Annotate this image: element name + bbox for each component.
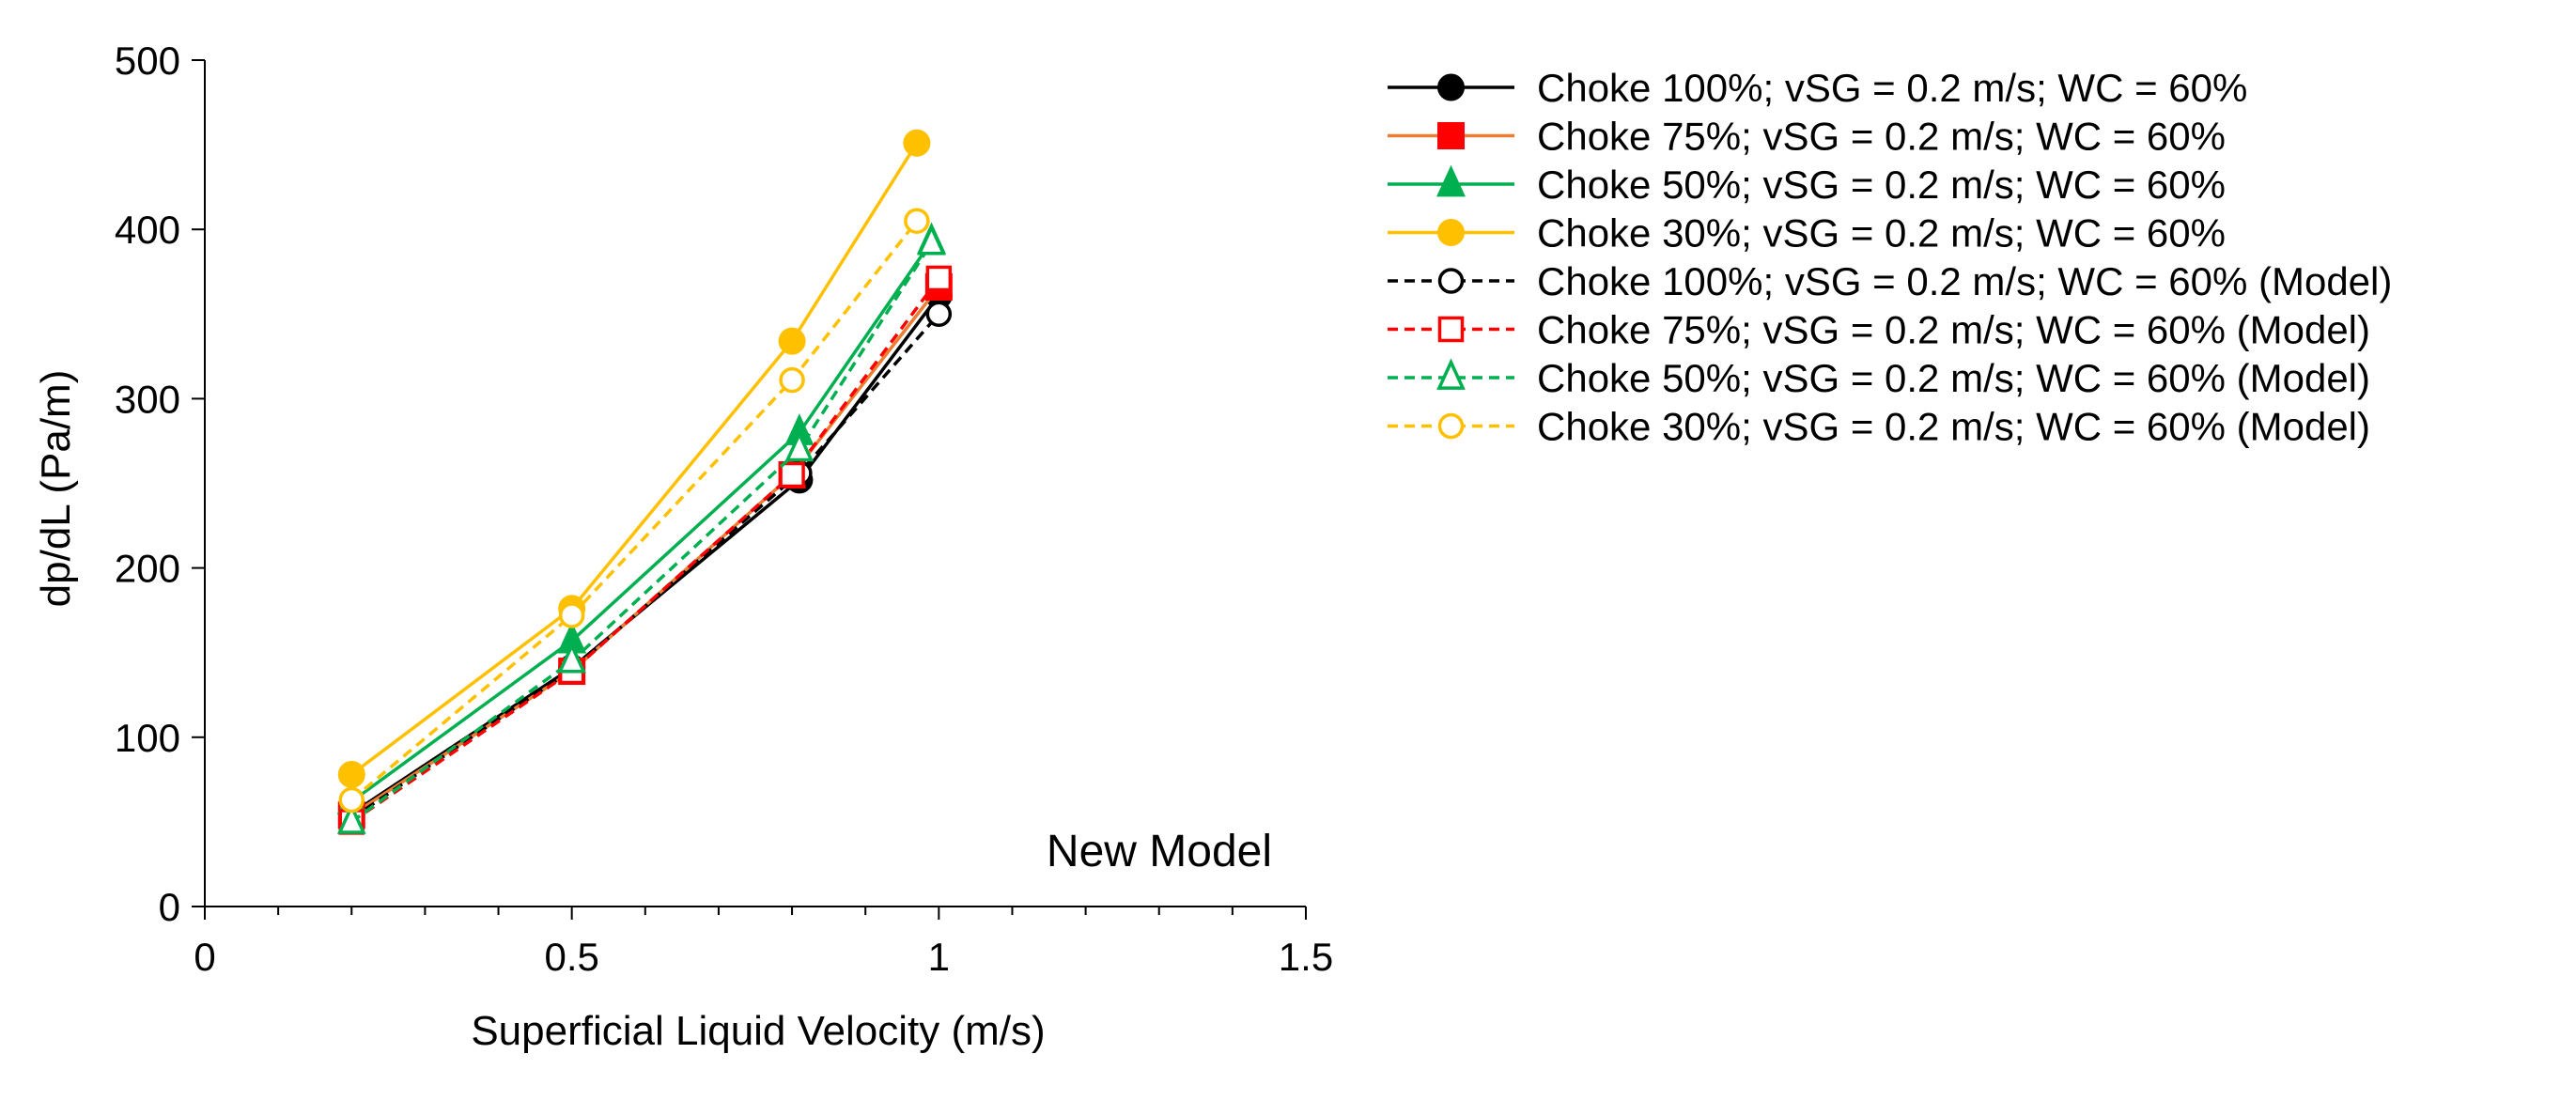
data-point (1436, 164, 1466, 197)
series-line (350, 277, 940, 824)
legend-label: Choke 50%; vSG = 0.2 m/s; WC = 60% (Mode… (1537, 356, 2370, 400)
y-axis-label: dp/dL (Pa/m) (33, 370, 79, 608)
y-tick-label: 0 (159, 885, 180, 929)
data-point (1437, 412, 1465, 440)
legend-item: Choke 30%; vSG = 0.2 m/s; WC = 60% (1388, 211, 2226, 256)
legend: Choke 100%; vSG = 0.2 m/s; WC = 60% Choke… (1388, 66, 2392, 449)
data-point (336, 802, 366, 834)
y-tick-label: 500 (115, 39, 180, 83)
x-axis-label: Superficial Liquid Velocity (m/s) (471, 1008, 1045, 1054)
legend-item: Choke 75%; vSG = 0.2 m/s; WC = 60% (Mode… (1388, 308, 2370, 352)
data-point (1437, 316, 1465, 343)
axes: 0 100 200 300 400 500 0 0.5 1 1.5 (115, 39, 1333, 979)
legend-item: Choke 50%; vSG = 0.2 m/s; WC = 60% (Mode… (1388, 356, 2370, 400)
x-tick-label: 0.5 (544, 935, 598, 979)
series-line (350, 220, 919, 801)
series-line (350, 313, 940, 820)
data-point (778, 327, 806, 355)
x-tick-label: 1.5 (1279, 935, 1333, 979)
series-4 (337, 129, 931, 788)
y-tick-label: 300 (115, 377, 180, 421)
data-point (784, 429, 815, 462)
legend-label: Choke 30%; vSG = 0.2 m/s; WC = 60% (Mode… (1537, 405, 2370, 449)
data-point (903, 129, 931, 157)
data-point (337, 760, 365, 788)
legend-item: Choke 50%; vSG = 0.2 m/s; WC = 60% (1388, 163, 2226, 207)
legend-label: Choke 30%; vSG = 0.2 m/s; WC = 60% (1537, 211, 2226, 256)
x-tick-label: 0 (194, 935, 215, 979)
data-point (1436, 358, 1466, 390)
data-point (925, 265, 953, 292)
data-point (1437, 268, 1465, 294)
legend-item: Choke 100%; vSG = 0.2 m/s; WC = 60% (1388, 66, 2247, 110)
data-point (917, 224, 946, 256)
data-point (338, 786, 365, 814)
data-point (557, 642, 586, 674)
series-line (350, 240, 933, 803)
legend-label: Choke 100%; vSG = 0.2 m/s; WC = 60% (1537, 66, 2247, 110)
legend-item: Choke 30%; vSG = 0.2 m/s; WC = 60% (Mode… (1388, 405, 2370, 449)
legend-label: Choke 75%; vSG = 0.2 m/s; WC = 60% (1537, 115, 2226, 159)
data-point (904, 208, 930, 234)
legend-label: Choke 75%; vSG = 0.2 m/s; WC = 60% (Mode… (1537, 308, 2370, 352)
series-line (350, 241, 933, 824)
legend-item: Choke 75%; vSG = 0.2 m/s; WC = 60% (1388, 115, 2226, 159)
data-point (1437, 219, 1465, 246)
data-point (1437, 73, 1465, 101)
legend-label: Choke 100%; vSG = 0.2 m/s; WC = 60% (Mod… (1537, 259, 2392, 303)
series-6 (338, 265, 953, 835)
series-3 (336, 222, 946, 814)
data-point (779, 366, 805, 394)
legend-label: Choke 50%; vSG = 0.2 m/s; WC = 60% (1537, 163, 2226, 207)
data-point (925, 301, 953, 328)
legend-item: Choke 100%; vSG = 0.2 m/s; WC = 60% (Mod… (1388, 259, 2392, 303)
data-point (1437, 122, 1465, 149)
series-5 (338, 301, 953, 832)
y-tick-label: 400 (115, 208, 180, 252)
series-7 (336, 224, 946, 834)
series-8 (338, 208, 930, 814)
y-tick-label: 100 (115, 716, 180, 760)
series-line (350, 142, 919, 776)
y-tick-label: 200 (115, 547, 180, 591)
plot-series (336, 129, 953, 835)
chart-annotation: New Model (1047, 827, 1272, 876)
data-point (779, 461, 805, 488)
x-tick-label: 1 (928, 935, 950, 979)
data-point (558, 602, 585, 628)
